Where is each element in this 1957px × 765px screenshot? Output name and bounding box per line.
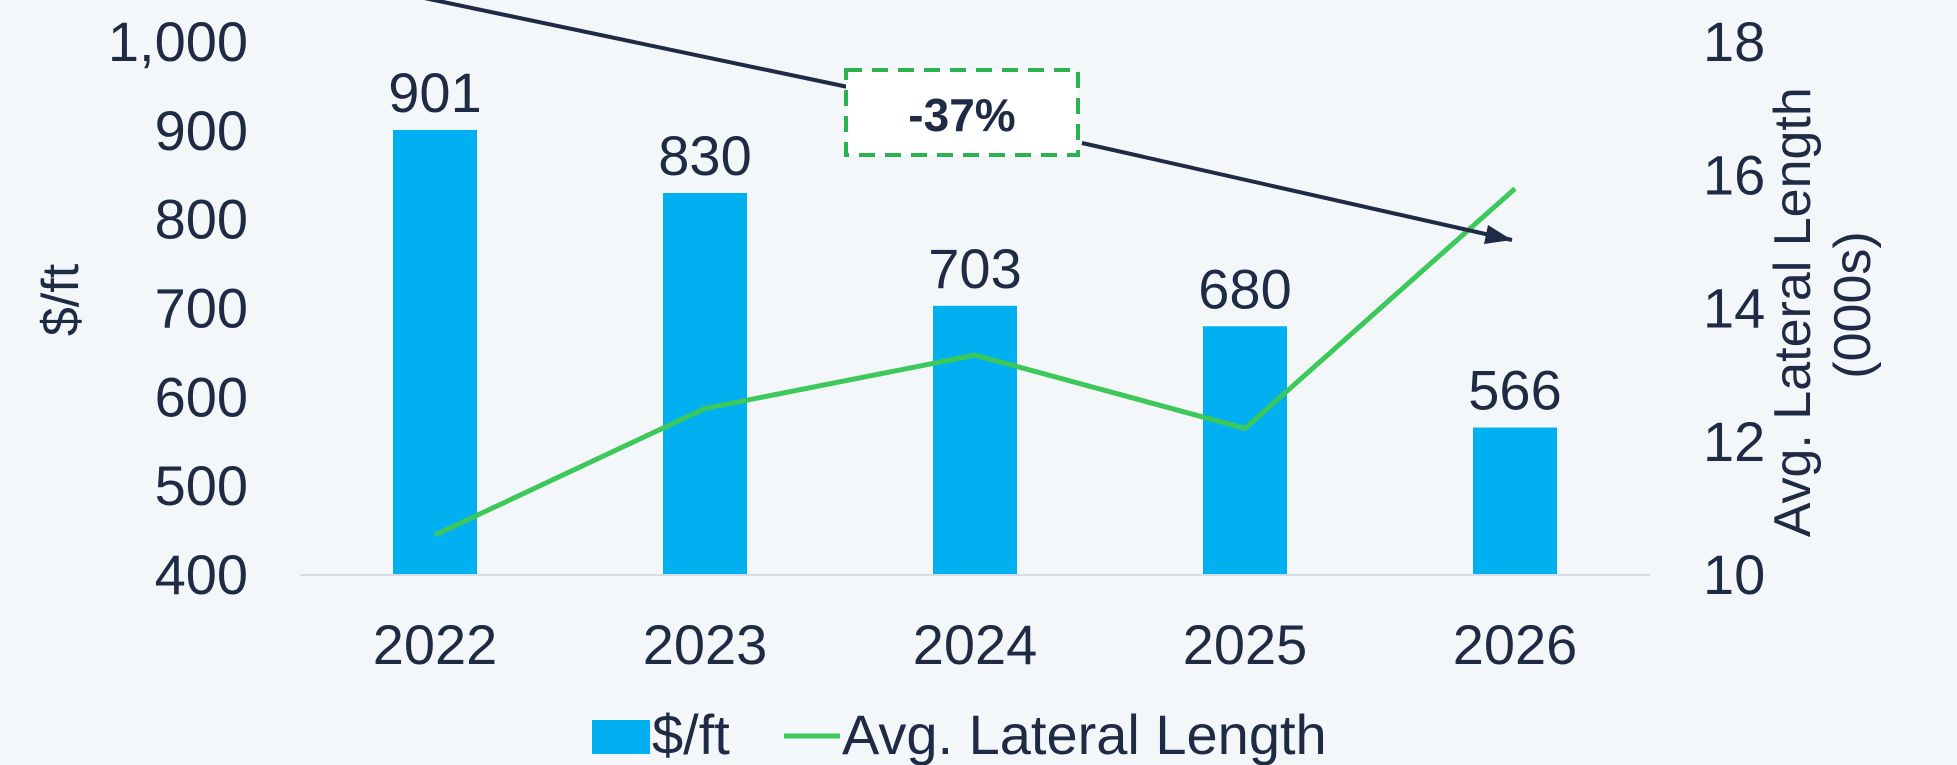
change-callout-box (844, 68, 1080, 157)
legend: $/ft Avg. Lateral Length (592, 703, 1327, 765)
right-y-tick-16: 16 (1703, 143, 1765, 206)
right-y-axis-ticks: 10 12 14 16 18 (1703, 10, 1765, 606)
trend-arrow-segment-1 (424, 0, 849, 89)
change-callout-text: -37% (908, 89, 1015, 141)
bar-label-2022: 901 (388, 61, 481, 124)
line-series-avg-lateral-length (433, 186, 1517, 538)
x-tick-2025: 2025 (1183, 613, 1308, 676)
left-y-tick-900: 900 (155, 99, 248, 162)
x-axis-ticks: 2022 2023 2024 2025 2026 (373, 613, 1578, 676)
bar-2022 (393, 129, 477, 575)
bar-2023 (663, 193, 747, 575)
left-y-tick-700: 700 (155, 277, 248, 340)
legend-label-bar: $/ft (652, 703, 730, 765)
bar-label-2024: 703 (928, 237, 1021, 300)
x-tick-2024: 2024 (913, 613, 1038, 676)
x-tick-2022: 2022 (373, 613, 498, 676)
arrowhead-icon (1484, 225, 1512, 244)
trend-arrow-segment-2 (1081, 141, 1513, 242)
x-tick-2026: 2026 (1453, 613, 1578, 676)
trend-arrow (424, 0, 1513, 244)
left-y-tick-1000: 1,000 (108, 10, 248, 73)
change-callout: -37% (844, 68, 1080, 157)
bar-2025 (1203, 326, 1287, 575)
legend-swatch-bar (592, 720, 650, 754)
right-y-tick-14: 14 (1703, 277, 1765, 340)
right-y-tick-18: 18 (1703, 10, 1765, 73)
right-y-tick-10: 10 (1703, 543, 1765, 606)
left-y-axis-ticks: 400 500 600 700 800 900 1,000 (108, 10, 248, 606)
left-y-axis-title: $/ft (32, 263, 90, 336)
bar-label-2023: 830 (658, 124, 751, 187)
bar-label-2026: 566 (1468, 359, 1561, 422)
bar-2024 (933, 305, 1017, 575)
x-tick-2023: 2023 (643, 613, 768, 676)
left-y-tick-600: 600 (155, 365, 248, 428)
right-y-axis-title-line2: (000s) (1824, 231, 1882, 378)
bar-series (393, 129, 1557, 575)
left-y-tick-500: 500 (155, 454, 248, 517)
right-y-axis-title-line1: Avg. Lateral Length (1764, 87, 1822, 537)
bar-label-2025: 680 (1198, 257, 1291, 320)
right-y-tick-12: 12 (1703, 410, 1765, 473)
legend-label-line: Avg. Lateral Length (842, 703, 1327, 765)
left-y-tick-400: 400 (155, 543, 248, 606)
bar-data-labels: 901 830 703 680 566 (388, 61, 1561, 422)
bar-2026 (1473, 427, 1557, 575)
right-y-axis-title: Avg. Lateral Length (000s) (1764, 73, 1882, 538)
left-y-tick-800: 800 (155, 188, 248, 251)
